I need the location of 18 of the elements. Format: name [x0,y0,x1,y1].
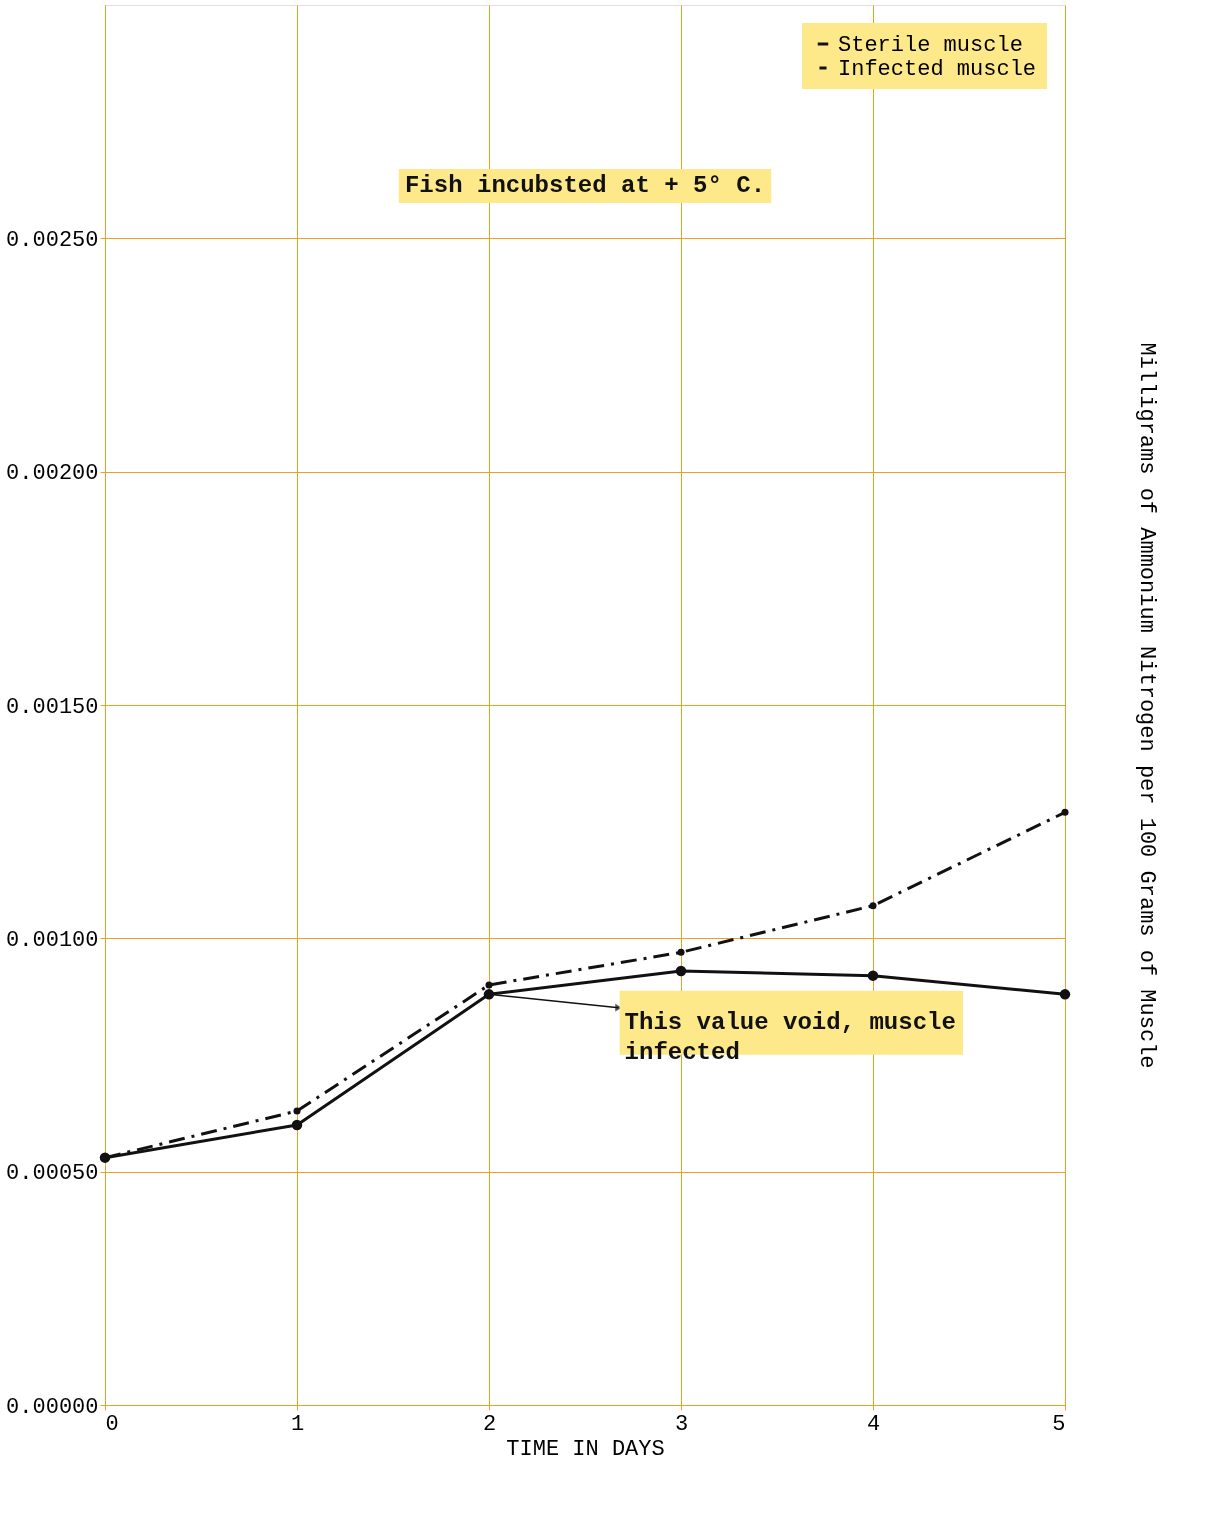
annotation: This value void, muscle infected [624,1008,956,1066]
x-tick-label: 5 [1052,1411,1066,1437]
y-tick-label: 0.00000 [6,1394,99,1420]
y-tick-label: 0.00200 [6,461,99,487]
x-tick-label: 3 [674,1411,689,1437]
x-tick-label: 0 [105,1411,119,1437]
x-tick-label: 2 [482,1411,497,1437]
y-tick-label: 0.00100 [6,927,99,953]
legend-label: Infected muscle [838,57,1037,82]
x-axis-title: TIME IN DAYS [506,1436,665,1462]
y-axis-title: Milligrams of Ammonium Nitrogen per 100 Grams of Muscle [1133,342,1159,1069]
y-tick-label: 0.00250 [6,227,99,253]
y-tick-label: 0.00150 [6,694,99,720]
annotation: Fish incubsted at + 5° C. [404,172,766,199]
x-tick-label: 4 [866,1411,881,1437]
x-tick-label: 1 [290,1411,305,1437]
y-tick-label: 0.00050 [6,1161,99,1187]
legend-label: Sterile muscle [838,33,1023,58]
